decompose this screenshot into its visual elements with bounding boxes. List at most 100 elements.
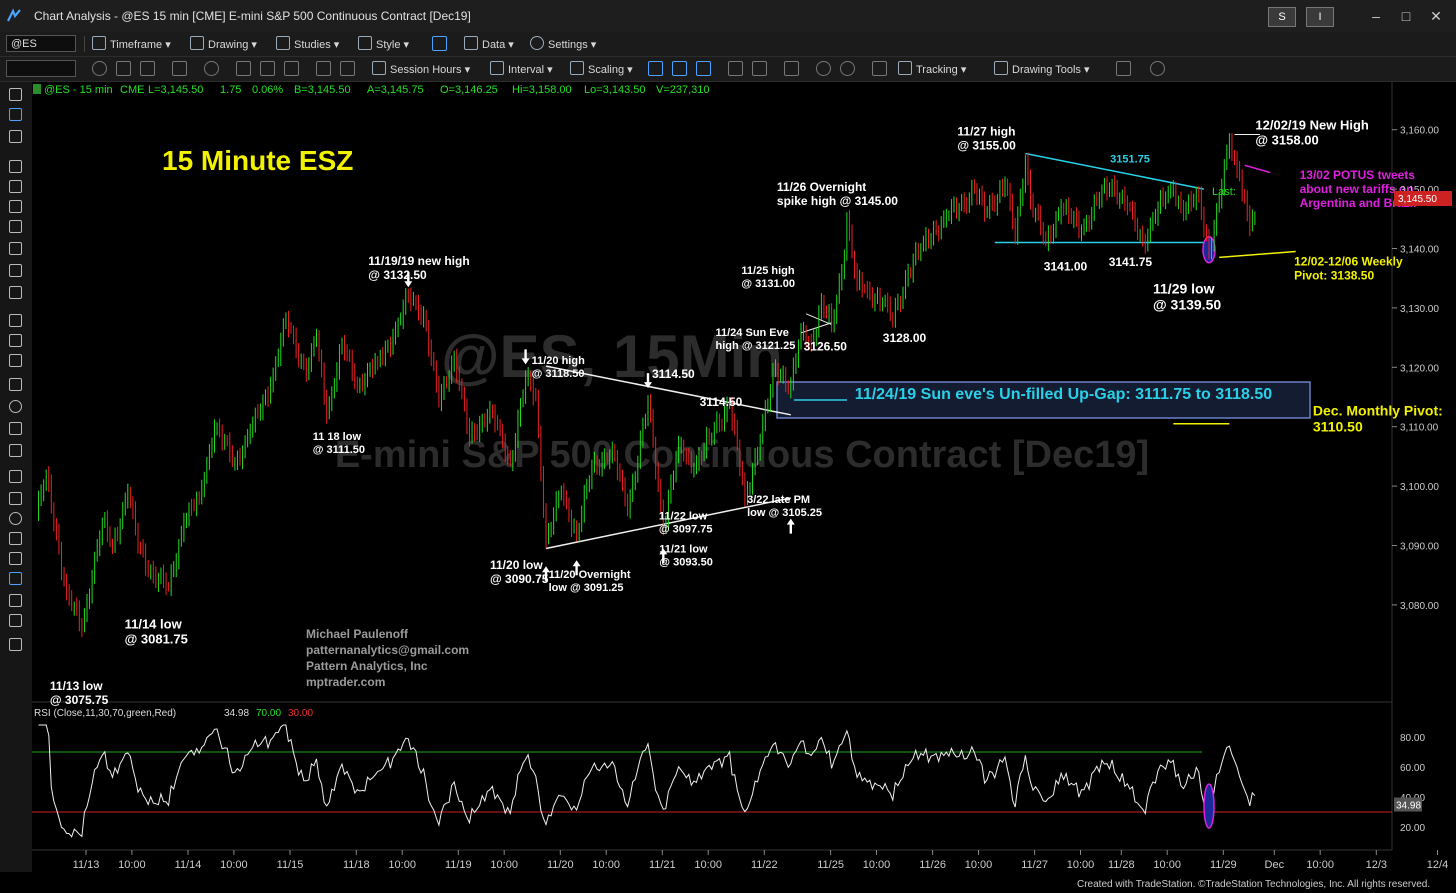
drawing-tools-label: Drawing Tools [1012,64,1081,76]
rsi-value: 34.98 [224,708,249,719]
line-chart-icon[interactable] [696,61,711,76]
chat-icon[interactable] [1150,61,1165,76]
candle-chart-icon[interactable] [672,61,687,76]
horizontal-lines-icon[interactable] [9,334,22,347]
add-chart-icon[interactable] [784,61,799,76]
time-tick-label: 10:00 [965,859,993,871]
percent-tool-icon[interactable] [172,61,187,76]
price-tick-label: 3,100.00 [1400,482,1439,493]
circle-draw-icon[interactable] [9,400,22,413]
horizontal-line-icon[interactable] [9,180,22,193]
triangle-icon[interactable] [9,532,22,545]
bar-chart-icon[interactable] [648,61,663,76]
trendline-icon[interactable] [9,160,22,173]
zoom-out-icon[interactable] [840,61,855,76]
drawing-tools-menu[interactable]: Drawing Tools ▾ [994,61,1089,76]
pointer-icon[interactable] [9,88,22,101]
time-tick-label: 12/4 [1427,859,1448,871]
annotation-label: 3/22 late PM low @ 3105.25 [747,494,822,519]
quote-open: O=3,146.25 [440,84,498,96]
price-axis: 3,160.00 3,150.00 3,140.00 3,130.00 3,120.00… [1392,126,1439,612]
export-icon[interactable] [1116,61,1131,76]
rsi-overbought: 70.00 [256,708,281,719]
pitchfork-icon[interactable] [9,242,22,255]
annotation-label: 11/29 low @ 3139.50 [1153,280,1221,312]
cursor-tool-icon[interactable] [340,61,355,76]
gear-icon [530,36,544,50]
time-tick-label: 10:00 [490,859,518,871]
copy-icon[interactable] [236,61,251,76]
footer-credit-text: Created with TradeStation. ©TradeStation… [1077,879,1431,890]
paste-icon[interactable] [260,61,275,76]
refresh-icon[interactable] [204,61,219,76]
interval-dropdown[interactable] [6,60,76,77]
rectangle-icon[interactable] [9,552,22,565]
timeframe-label: Timeframe [110,39,163,51]
circle-tool-icon[interactable] [92,61,107,76]
time-tick-label: 11/27 [1021,859,1048,871]
zigzag-icon[interactable] [9,470,22,483]
gann-icon[interactable] [9,378,22,391]
window-title: Chart Analysis - @ES 15 min [CME] E-mini… [34,9,471,23]
grid-icon[interactable] [872,61,887,76]
crosshair-icon[interactable] [9,130,22,143]
interval-icon [490,61,504,75]
studies-icon [276,36,290,50]
zoom-x-icon[interactable] [728,61,743,76]
cycle-icon[interactable] [9,422,22,435]
zoom-in-icon[interactable] [816,61,831,76]
arrow-icon[interactable] [9,492,22,505]
annotation-label: 3141.00 [1044,260,1088,274]
channel-icon[interactable] [9,220,22,233]
interval-menu[interactable]: Interval ▾ [490,61,553,76]
time-tick-label: 11/18 [343,859,370,871]
drawing-menu[interactable]: Drawing ▾ [190,36,257,51]
price-tick-label: 3,110.00 [1400,423,1439,434]
data-menu[interactable]: Data ▾ [464,36,514,51]
symbol-input[interactable]: @ES [6,35,76,52]
drawing-tools-icon [994,61,1008,75]
rsi-low-highlight-ellipse [1203,783,1215,829]
scaling-menu[interactable]: Scaling ▾ [570,61,633,76]
session-hours-icon [372,61,386,75]
session-hours-menu[interactable]: Session Hours ▾ [372,61,470,76]
eraser-icon[interactable] [9,638,22,651]
studies-menu[interactable]: Studies ▾ [276,36,339,51]
tracking-menu[interactable]: Tracking ▾ [898,61,966,76]
text-icon[interactable] [9,572,22,585]
author-name: Michael Paulenoff [306,627,409,641]
window-tool-icon[interactable] [140,61,155,76]
ray-icon[interactable] [9,200,22,213]
tradestation-logo-icon [7,8,21,22]
maximize-icon[interactable]: □ [1401,8,1411,24]
speed-lines-icon[interactable] [9,354,22,367]
rsi-tick-label: 60.00 [1400,763,1425,774]
zoom-y-icon[interactable] [752,61,767,76]
settings-menu[interactable]: Settings ▾ [530,36,596,51]
hash-icon[interactable] [316,61,331,76]
lock-icon[interactable] [9,614,22,627]
select-icon[interactable] [9,108,22,121]
box-tool-icon[interactable] [116,61,131,76]
style-menu[interactable]: Style ▾ [358,36,409,51]
i-button[interactable]: I [1306,7,1334,27]
price-tick-label: 3,120.00 [1400,363,1439,374]
brush-icon[interactable] [9,594,22,607]
ellipse-icon[interactable] [9,444,22,457]
annotation-label: 11/14 low @ 3081.75 [125,617,188,647]
regression-icon[interactable] [9,264,22,277]
timeframe-menu[interactable]: Timeframe ▾ [92,36,171,51]
delete-icon[interactable] [284,61,299,76]
last-price-tag [1394,191,1452,206]
fibonacci-icon[interactable] [9,286,22,299]
price-chart[interactable]: @ES, 15Min E-mini S&P 500 Continuous Con… [32,82,1456,872]
close-icon[interactable]: ✕ [1430,8,1442,24]
ellipse-draw-icon[interactable] [9,512,22,525]
vertical-lines-icon[interactable] [9,314,22,327]
session-hours-label: Session Hours [390,64,462,76]
scaling-icon [570,61,584,75]
link-icon[interactable] [432,36,447,51]
minimize-icon[interactable]: – [1372,8,1380,24]
s-button[interactable]: S [1268,7,1296,27]
time-tick-label: 11/13 [73,859,100,871]
